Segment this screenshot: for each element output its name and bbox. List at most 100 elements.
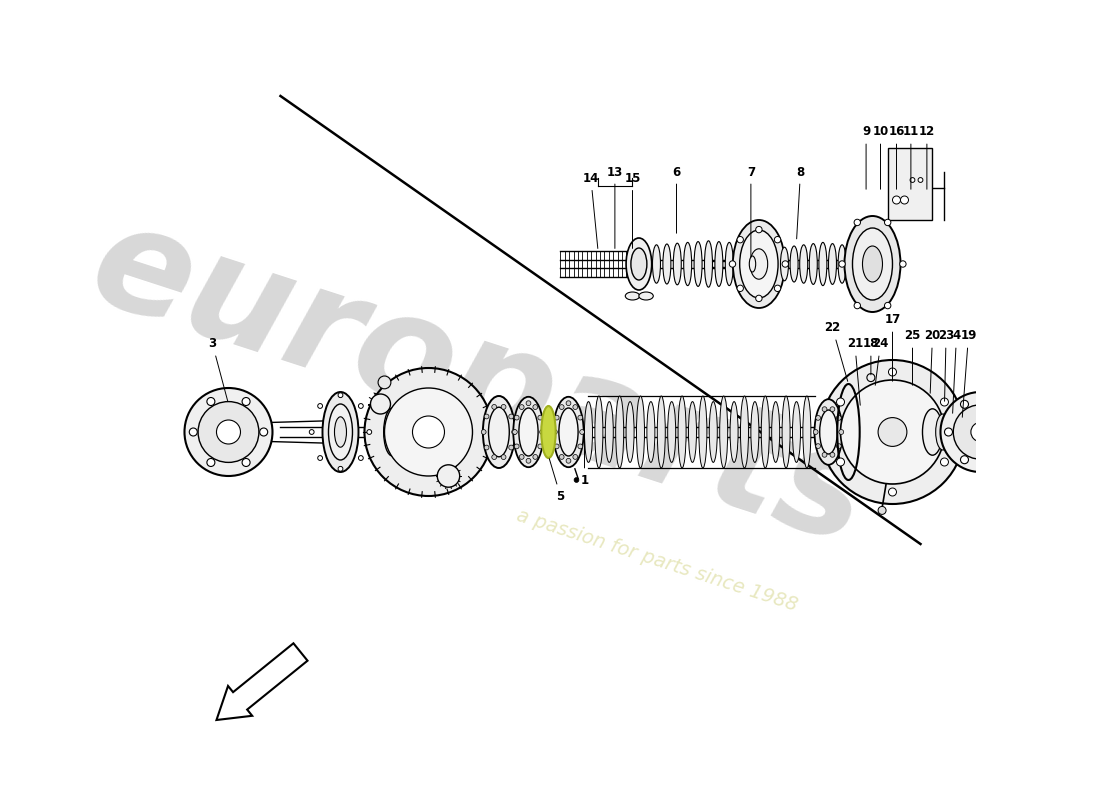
Circle shape bbox=[813, 430, 818, 434]
Ellipse shape bbox=[750, 249, 768, 279]
Text: 11: 11 bbox=[903, 126, 918, 190]
Circle shape bbox=[338, 393, 343, 398]
Circle shape bbox=[559, 405, 564, 410]
Circle shape bbox=[515, 444, 519, 449]
Text: 3: 3 bbox=[208, 338, 228, 402]
Circle shape bbox=[410, 438, 419, 448]
Circle shape bbox=[554, 444, 559, 449]
Circle shape bbox=[840, 380, 945, 484]
Bar bbox=[889, 148, 933, 220]
Circle shape bbox=[830, 453, 835, 458]
Circle shape bbox=[509, 414, 514, 419]
Ellipse shape bbox=[658, 396, 666, 468]
Text: 19: 19 bbox=[960, 330, 977, 418]
Text: a passion for parts since 1988: a passion for parts since 1988 bbox=[514, 506, 800, 614]
Circle shape bbox=[756, 226, 762, 233]
Circle shape bbox=[566, 401, 571, 406]
Circle shape bbox=[822, 406, 827, 411]
Circle shape bbox=[918, 178, 923, 182]
Text: 14: 14 bbox=[583, 172, 600, 249]
Circle shape bbox=[954, 405, 1008, 459]
Circle shape bbox=[774, 237, 781, 243]
Circle shape bbox=[816, 444, 821, 449]
Ellipse shape bbox=[694, 242, 702, 286]
Ellipse shape bbox=[845, 216, 901, 312]
Circle shape bbox=[540, 430, 544, 434]
Ellipse shape bbox=[639, 292, 653, 300]
Ellipse shape bbox=[725, 242, 734, 286]
Ellipse shape bbox=[772, 402, 780, 462]
Text: 16: 16 bbox=[889, 126, 904, 190]
Circle shape bbox=[378, 376, 390, 389]
Text: 1: 1 bbox=[581, 430, 589, 486]
Circle shape bbox=[414, 427, 424, 437]
Ellipse shape bbox=[652, 245, 660, 283]
Circle shape bbox=[532, 454, 538, 459]
Circle shape bbox=[338, 466, 343, 471]
Circle shape bbox=[482, 430, 486, 434]
Circle shape bbox=[940, 392, 1021, 472]
Circle shape bbox=[318, 403, 322, 408]
Ellipse shape bbox=[438, 465, 460, 487]
Ellipse shape bbox=[749, 256, 756, 272]
Circle shape bbox=[532, 405, 538, 410]
Text: 9: 9 bbox=[862, 126, 870, 190]
Circle shape bbox=[878, 506, 887, 514]
Circle shape bbox=[515, 415, 519, 420]
Circle shape bbox=[839, 430, 844, 434]
Ellipse shape bbox=[810, 243, 817, 284]
Circle shape bbox=[217, 420, 241, 444]
Circle shape bbox=[574, 478, 579, 482]
Ellipse shape bbox=[936, 414, 950, 450]
Circle shape bbox=[359, 403, 363, 408]
Text: 7: 7 bbox=[747, 166, 755, 258]
Circle shape bbox=[960, 400, 968, 408]
Circle shape bbox=[207, 458, 215, 466]
Ellipse shape bbox=[730, 402, 738, 462]
Text: 24: 24 bbox=[872, 338, 889, 386]
Circle shape bbox=[389, 416, 399, 426]
Circle shape bbox=[385, 427, 395, 437]
Circle shape bbox=[198, 402, 258, 462]
Ellipse shape bbox=[800, 245, 807, 283]
Circle shape bbox=[1009, 428, 1016, 436]
Circle shape bbox=[756, 295, 762, 302]
Circle shape bbox=[519, 405, 524, 410]
Ellipse shape bbox=[814, 399, 843, 465]
Circle shape bbox=[318, 456, 322, 461]
Ellipse shape bbox=[751, 402, 759, 462]
Circle shape bbox=[729, 261, 736, 267]
Circle shape bbox=[412, 416, 444, 448]
Ellipse shape bbox=[371, 394, 390, 414]
Circle shape bbox=[940, 398, 948, 406]
Ellipse shape bbox=[803, 396, 811, 468]
Ellipse shape bbox=[519, 408, 538, 456]
Circle shape bbox=[554, 415, 559, 420]
Text: 20: 20 bbox=[924, 330, 940, 394]
Circle shape bbox=[207, 398, 215, 406]
Text: 18: 18 bbox=[862, 338, 879, 375]
Text: 23: 23 bbox=[938, 330, 954, 402]
Circle shape bbox=[889, 488, 896, 496]
Ellipse shape bbox=[740, 396, 748, 468]
Ellipse shape bbox=[483, 396, 515, 468]
Ellipse shape bbox=[647, 402, 654, 462]
Circle shape bbox=[367, 430, 372, 434]
Circle shape bbox=[992, 456, 1001, 464]
Circle shape bbox=[878, 418, 906, 446]
Text: 25: 25 bbox=[904, 330, 921, 386]
Ellipse shape bbox=[334, 417, 346, 447]
Circle shape bbox=[737, 237, 744, 243]
Circle shape bbox=[836, 415, 842, 420]
Ellipse shape bbox=[719, 396, 728, 468]
Circle shape bbox=[867, 374, 875, 382]
Ellipse shape bbox=[322, 392, 359, 472]
Ellipse shape bbox=[488, 407, 509, 457]
Circle shape bbox=[884, 302, 891, 309]
Circle shape bbox=[578, 444, 583, 449]
Ellipse shape bbox=[514, 397, 543, 467]
Circle shape bbox=[992, 400, 1001, 408]
Ellipse shape bbox=[584, 402, 593, 462]
Circle shape bbox=[526, 401, 531, 406]
Circle shape bbox=[822, 453, 827, 458]
